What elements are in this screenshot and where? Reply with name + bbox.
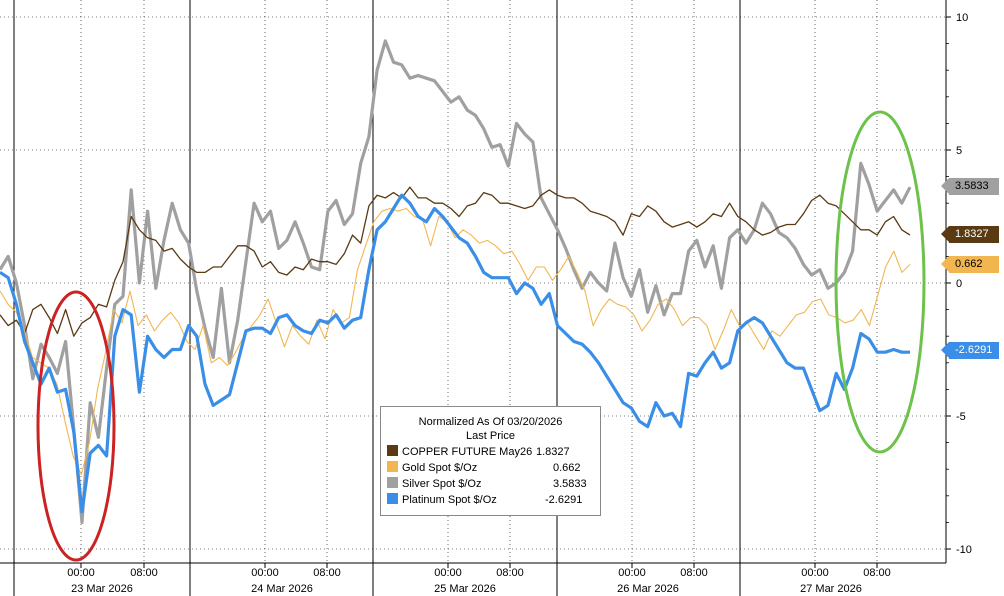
x-date-label: 25 Mar 2026 [434,583,496,595]
x-date-label: 24 Mar 2026 [251,583,313,595]
legend-entry-silver: Silver Spot $/Oz 3.5833 [387,477,597,492]
x-tick-label: 00:00 [434,567,462,579]
legend-value: 1.8327 [536,446,570,458]
x-tick-label: 08:00 [130,567,158,579]
last-value-tag-silver: 3.5833 [941,178,999,195]
x-tick-label: 00:00 [618,567,646,579]
legend-title: Normalized As Of 03/20/2026 [418,416,563,428]
x-tick-label: 00:00 [251,567,279,579]
red-highlight-ellipse [36,290,116,562]
series-line-1 [0,207,911,476]
series-line-2 [0,39,912,525]
x-tick-label: 00:00 [801,567,829,579]
x-tick-label: 08:00 [863,567,891,579]
legend-label: Gold Spot $/Oz [402,462,478,474]
x-tick-label: 00:00 [67,567,95,579]
x-tick-label: 08:00 [496,567,524,579]
legend-value: -2.6291 [545,494,583,506]
x-date-label: 26 Mar 2026 [617,583,679,595]
y-tick-label: -5 [956,411,966,423]
green-highlight-ellipse [834,110,926,454]
last-value-tag-copper: 1.8327 [941,226,999,243]
x-date-label: 23 Mar 2026 [71,583,133,595]
x-tick-label: 08:00 [680,567,708,579]
legend-label: Platinum Spot $/Oz [402,494,497,506]
last-value-tag-platinum: -2.6291 [941,342,999,359]
x-tick-label: 08:00 [313,567,341,579]
legend-swatch [387,445,398,456]
legend-entry-platinum: Platinum Spot $/Oz -2.6291 [387,493,597,508]
y-tick-label: -10 [956,544,972,556]
y-tick-label: 0 [956,278,962,290]
legend-value: 3.5833 [553,478,587,490]
y-tick-label: 10 [956,12,968,24]
y-tick-label: 5 [956,145,962,157]
series-line-3 [0,193,910,514]
legend-subtitle: Last Price [466,430,515,442]
legend-swatch [387,493,398,504]
legend-entry-copper: COPPER FUTURE May26 1.8327 [387,445,597,460]
legend-swatch [387,461,398,472]
legend-label: COPPER FUTURE May26 [402,446,533,458]
chart-series-lines [0,39,912,525]
legend-swatch [387,477,398,488]
legend-value: 0.662 [553,462,581,474]
chart-legend: Normalized As Of 03/20/2026 Last Price C… [380,406,601,516]
series-line-0 [0,186,911,337]
last-value-tag-gold: 0.662 [941,256,999,273]
x-date-label: 27 Mar 2026 [800,583,862,595]
chart-annotations [36,110,926,562]
x-axis: 00:00 08:00 00:00 08:00 00:00 08:00 00:00 08:00… [0,562,946,595]
legend-label: Silver Spot $/Oz [402,478,482,490]
y-axis: 10 5 0 -5 -10 [945,0,972,563]
legend-entry-gold: Gold Spot $/Oz 0.662 [387,461,597,476]
